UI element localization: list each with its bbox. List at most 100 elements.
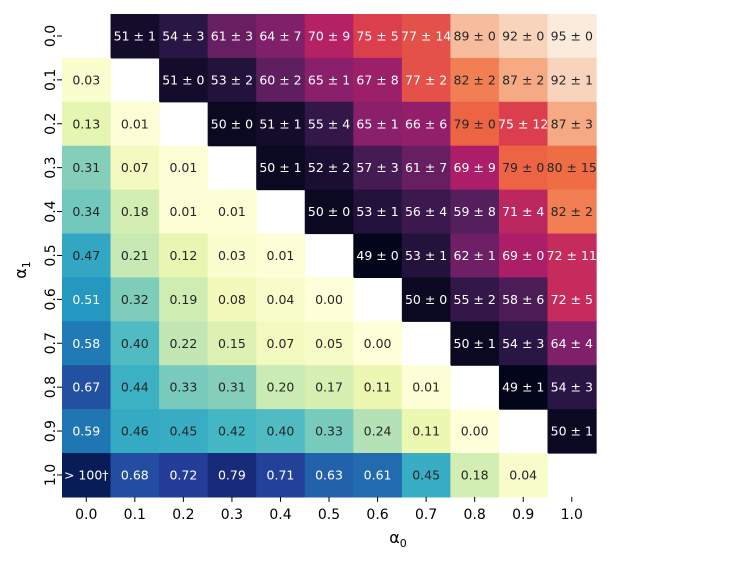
heatmap-cell-r4-c6 [353,189,403,235]
cell-label-r10-c5: 0.63 [315,467,343,482]
heatmap-cell-r1-c7 [401,57,451,103]
cell-label-r3-c10: 80 ± 15 [547,160,597,175]
cell-label-r8-c2: 0.33 [169,380,197,395]
heatmap-cell-r8-c3 [207,365,257,410]
heatmap-cell-r10-c4 [256,453,306,498]
heatmap-cell-r0-c1 [110,14,160,59]
x-axis-label-main: α [389,528,400,547]
cell-label-r2-c7: 66 ± 6 [405,116,447,131]
cell-label-r5-c7: 53 ± 1 [405,248,447,263]
heatmap-cell-r8-c2 [159,365,209,410]
cell-label-r7-c4: 0.07 [267,336,295,351]
cell-label-r2-c9: 75 ± 12 [498,116,548,131]
heatmap-cell-r7-c1 [110,321,160,366]
cell-label-r3-c1: 0.07 [121,160,149,175]
cell-label-r4-c6: 53 ± 1 [356,204,398,219]
x-ticks: 0.0 0.1 0.2 0.3 0.4 0.5 0.6 0.7 0.8 0.9 1.0 [75,496,583,523]
cell-label-r6-c4: 0.04 [267,292,295,307]
cell-label-r1-c9: 87 ± 2 [502,72,544,87]
x-tick-label-9: 0.9 [512,507,534,523]
cell-label-r1-c7: 77 ± 2 [405,72,447,87]
heatmap-cell-r6-c8 [450,277,500,322]
x-axis-label: α0 [389,528,407,550]
cell-label-r10-c9: 0.04 [509,467,537,482]
cell-label-r3-c4: 50 ± 1 [259,160,301,175]
heatmap-cell-r8-c10 [547,365,597,410]
cell-label-r2-c0: 0.13 [72,116,100,131]
cell-label-r9-c4: 0.40 [267,424,295,439]
heatmap-cell-r8-c5 [304,365,354,410]
heatmap-cell-r2-c0 [62,101,112,147]
cell-label-r0-c1: 51 ± 1 [114,28,156,43]
heatmap-cell-r5-c1 [110,233,160,278]
heatmap-cell-r4-c0 [62,189,112,235]
cell-label-r8-c7: 0.01 [412,380,440,395]
x-tick-label-10: 1.0 [561,507,583,523]
heatmap-cell-r2-c9 [498,101,549,147]
heatmap-cell-r10-c6 [353,453,403,498]
heatmap-cell-r3-c9 [498,145,549,191]
cell-label-r3-c2: 0.01 [169,160,197,175]
y-axis-label-main: α [11,268,30,279]
heatmap-cell-r7-c0 [62,321,112,366]
cell-label-r1-c6: 67 ± 8 [356,72,398,87]
cell-label-r2-c10: 87 ± 3 [551,116,593,131]
y-tick-label-4: 0.4 [43,200,59,222]
heatmap-cell-r7-c8 [450,321,500,366]
cell-label-r1-c8: 82 ± 2 [454,72,496,87]
y-axis-label: α1 [11,261,33,279]
heatmap-cell-r0-c4 [256,14,306,59]
y-tick-label-8: 0.8 [43,376,59,398]
cell-label-r9-c6: 0.24 [364,424,392,439]
heatmap-cell-r0-c3 [207,14,257,59]
cell-label-r6-c8: 55 ± 2 [454,292,496,307]
cell-label-r6-c10: 72 ± 5 [551,292,593,307]
x-tick-label-2: 0.2 [172,507,194,523]
heatmap-cell-r1-c6 [353,57,403,103]
heatmap-cell-r8-c9 [498,365,549,410]
cell-labels-layer: 51 ± 1 54 ± 3 61 ± 3 64 ± 7 70 ± 9 75 ± 5 77 ±… [64,28,597,482]
heatmap-cell-r7-c10 [547,321,597,366]
cell-label-r7-c8: 50 ± 1 [454,336,496,351]
heatmap-cell-r3-c0 [62,145,112,191]
cell-label-r0-c9: 92 ± 0 [502,28,544,43]
cell-label-r2-c6: 65 ± 1 [356,116,398,131]
heatmap-cell-r2-c10 [547,101,597,147]
y-tick-label-9: 0.9 [43,420,59,442]
cell-label-r5-c6: 49 ± 0 [356,248,398,263]
heatmap-cell-r10-c2 [159,453,209,498]
cell-label-r8-c6: 0.11 [364,380,392,395]
heatmap-cell-r9-c3 [207,409,257,454]
cells-layer [62,14,597,498]
cell-label-r2-c8: 79 ± 0 [454,116,496,131]
cell-label-r3-c9: 79 ± 0 [502,160,544,175]
heatmap-cell-r3-c6 [353,145,403,191]
heatmap-cell-r2-c8 [450,101,500,147]
cell-label-r9-c1: 0.46 [121,424,149,439]
cell-label-r1-c2: 51 ± 0 [162,72,204,87]
cell-label-r4-c10: 82 ± 2 [551,204,593,219]
heatmap-cell-r10-c0 [62,453,112,498]
x-tick-label-5: 0.5 [318,507,340,523]
heatmap-cell-r5-c2 [159,233,209,278]
cell-label-r10-c6: 0.61 [364,467,392,482]
heatmap-cell-r2-c5 [304,101,354,147]
cell-label-r1-c4: 60 ± 2 [259,72,301,87]
heatmap-cell-r7-c9 [498,321,549,366]
heatmap-cell-r9-c8 [450,409,500,454]
cell-label-r10-c4: 0.71 [267,467,295,482]
heatmap-cell-r9-c10 [547,409,597,454]
heatmap-cell-r3-c8 [450,145,500,191]
cell-label-r9-c2: 0.45 [169,424,197,439]
heatmap-cell-r0-c5 [304,14,354,59]
heatmap-cell-r1-c9 [498,57,549,103]
heatmap-cell-r10-c8 [450,453,500,498]
heatmap-cell-r9-c0 [62,409,112,454]
cell-label-r5-c0: 0.47 [72,248,100,263]
heatmap-cell-r6-c5 [304,277,354,322]
heatmap-cell-r5-c10 [547,233,597,278]
cell-label-r0-c6: 75 ± 5 [356,28,398,43]
cell-label-r3-c0: 0.31 [72,160,100,175]
heatmap-cell-r3-c5 [304,145,354,191]
heatmap-cell-r4-c8 [450,189,500,235]
